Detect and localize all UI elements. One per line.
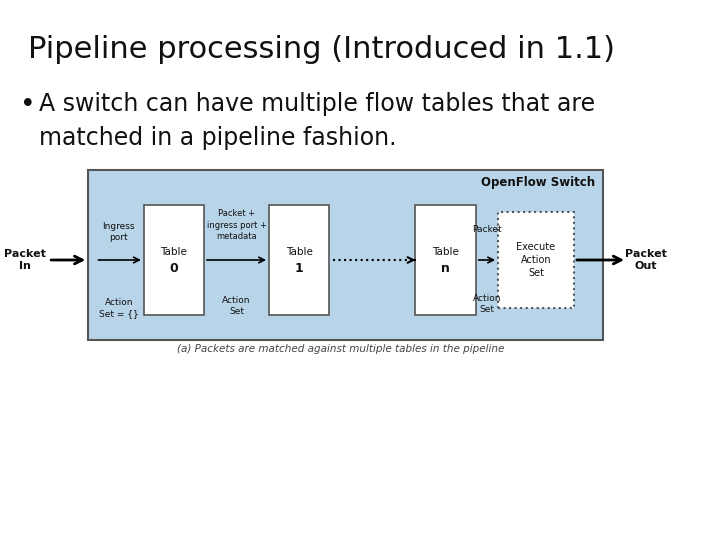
Text: (a) Packets are matched against multiple tables in the pipeline: (a) Packets are matched against multiple… bbox=[176, 344, 504, 354]
Text: Ingress
port: Ingress port bbox=[102, 222, 135, 242]
Text: 0: 0 bbox=[169, 261, 179, 274]
Text: Action
Set = {}: Action Set = {} bbox=[99, 298, 138, 318]
Text: Pipeline processing (Introduced in 1.1): Pipeline processing (Introduced in 1.1) bbox=[28, 35, 615, 64]
Bar bbox=[144, 205, 204, 315]
Text: •: • bbox=[20, 92, 36, 118]
FancyBboxPatch shape bbox=[88, 170, 603, 340]
Text: Packet +
ingress port +
metadata: Packet + ingress port + metadata bbox=[207, 210, 266, 241]
Text: Packet
In: Packet In bbox=[4, 249, 46, 271]
Bar bbox=[415, 205, 476, 315]
Text: 1: 1 bbox=[294, 261, 303, 274]
Text: A switch can have multiple flow tables that are
matched in a pipeline fashion.: A switch can have multiple flow tables t… bbox=[39, 92, 595, 150]
Text: Set: Set bbox=[528, 268, 544, 278]
Text: OpenFlow Switch: OpenFlow Switch bbox=[481, 176, 595, 189]
Bar bbox=[269, 205, 329, 315]
Text: Table: Table bbox=[286, 247, 312, 257]
Text: Table: Table bbox=[161, 247, 187, 257]
Text: Packet
Out: Packet Out bbox=[624, 249, 667, 271]
Text: Packet: Packet bbox=[472, 226, 502, 234]
Text: Action: Action bbox=[521, 255, 552, 265]
Text: Action
Set: Action Set bbox=[222, 296, 251, 316]
Bar bbox=[498, 212, 574, 308]
Text: Action
Set: Action Set bbox=[472, 294, 501, 314]
Text: Table: Table bbox=[432, 247, 459, 257]
Text: n: n bbox=[441, 261, 450, 274]
Text: Execute: Execute bbox=[516, 242, 556, 252]
